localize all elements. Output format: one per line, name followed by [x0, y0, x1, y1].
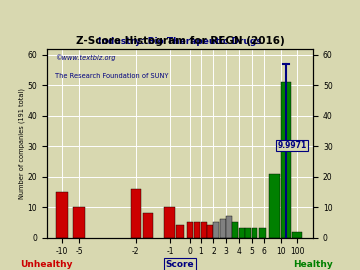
Text: 9.9971: 9.9971 — [278, 141, 307, 150]
Text: ©www.textbiz.org: ©www.textbiz.org — [55, 54, 115, 61]
Bar — [188, 222, 193, 238]
Bar — [194, 222, 200, 238]
Bar — [226, 216, 232, 238]
Bar — [239, 228, 244, 238]
Text: Unhealthy: Unhealthy — [21, 260, 73, 269]
Bar — [259, 228, 266, 238]
Bar — [245, 228, 251, 238]
Text: Industry: Bio Therapeutic Drugs: Industry: Bio Therapeutic Drugs — [98, 37, 262, 46]
Bar — [252, 228, 257, 238]
Bar — [143, 213, 153, 238]
Text: Healthy: Healthy — [293, 260, 333, 269]
Bar — [201, 222, 207, 238]
Text: Score: Score — [166, 260, 194, 269]
Text: The Research Foundation of SUNY: The Research Foundation of SUNY — [55, 73, 168, 79]
Bar — [292, 231, 302, 238]
Bar — [73, 207, 85, 238]
Title: Z-Score Histogram for REGN (2016): Z-Score Histogram for REGN (2016) — [76, 36, 284, 46]
Bar — [281, 82, 291, 238]
Bar — [165, 207, 175, 238]
Bar — [131, 189, 141, 238]
Y-axis label: Number of companies (191 total): Number of companies (191 total) — [18, 87, 24, 199]
Bar — [56, 192, 68, 238]
Bar — [233, 222, 238, 238]
Bar — [269, 174, 280, 238]
Bar — [176, 225, 184, 238]
Bar — [220, 219, 226, 238]
Bar — [207, 225, 213, 238]
Bar — [213, 222, 219, 238]
